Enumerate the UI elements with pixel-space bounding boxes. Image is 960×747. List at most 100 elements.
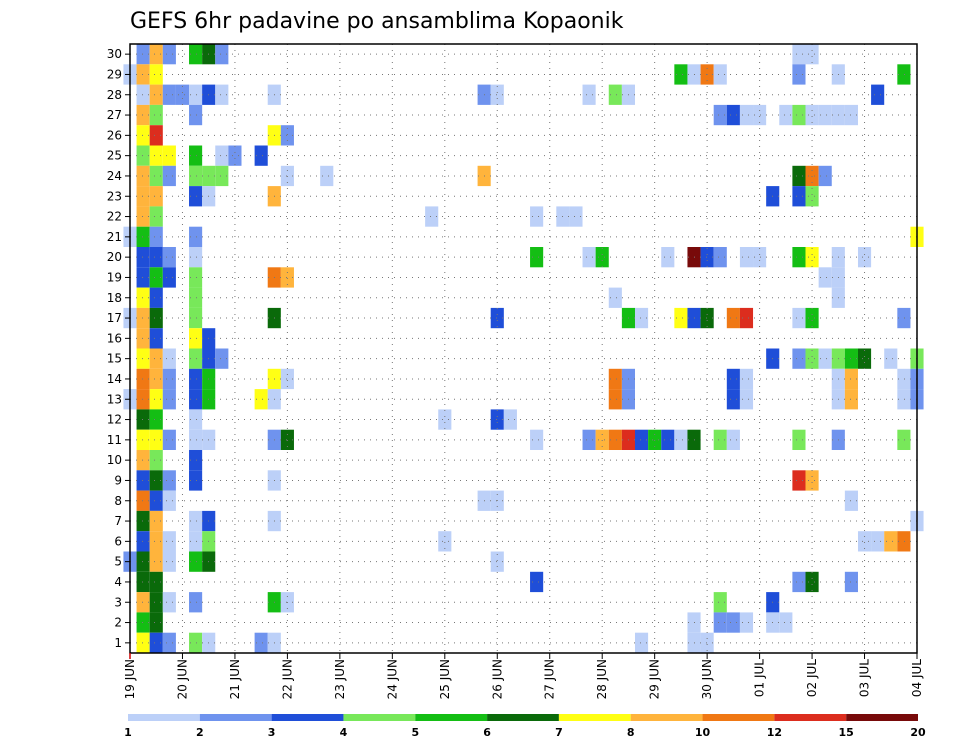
precip-cell — [189, 510, 203, 532]
colorbar-swatch — [271, 714, 344, 721]
precip-cell — [189, 104, 203, 126]
precip-cell — [189, 84, 203, 105]
precip-cell — [634, 429, 649, 450]
heatmap-cells — [123, 44, 924, 653]
precip-cell — [228, 145, 242, 166]
precip-cell — [162, 145, 176, 166]
precip-cell — [149, 531, 163, 552]
y-tick-label: 22 — [107, 210, 122, 224]
precip-cell — [149, 612, 163, 633]
precip-cell — [136, 612, 150, 633]
precip-cell — [149, 145, 163, 166]
y-axis-ticks: 1234567891011121314151617181920212223242… — [107, 47, 130, 650]
precip-cell — [884, 531, 898, 552]
precip-cell — [897, 307, 911, 329]
precip-cell — [175, 84, 190, 105]
precip-cell — [162, 247, 176, 268]
precip-cell — [661, 429, 675, 450]
precip-cell — [189, 287, 203, 308]
precip-cell — [779, 104, 793, 126]
precip-cell — [713, 247, 727, 268]
precip-cell — [805, 571, 819, 593]
y-tick-label: 4 — [114, 575, 122, 589]
precip-cell — [897, 389, 911, 410]
y-tick-label: 3 — [114, 595, 122, 609]
precip-cell — [149, 429, 163, 450]
precip-cell — [149, 84, 163, 105]
precip-cell — [530, 206, 544, 227]
precip-cell — [136, 84, 150, 105]
y-tick-label: 2 — [114, 616, 122, 630]
precip-cell — [792, 429, 806, 450]
precip-cell — [136, 510, 150, 532]
colorbar-label: 15 — [839, 726, 854, 739]
precip-cell — [189, 328, 203, 349]
y-tick-label: 13 — [107, 392, 122, 406]
precip-cell — [149, 348, 163, 369]
x-tick-label: 23 JUN — [333, 659, 347, 699]
precip-cell — [792, 247, 806, 268]
precip-cell — [595, 247, 609, 268]
y-tick-label: 27 — [107, 108, 122, 122]
precip-cell — [739, 389, 754, 410]
precip-cell — [162, 490, 176, 511]
precip-cell — [897, 531, 911, 552]
precip-cell — [805, 44, 819, 65]
precip-cell — [136, 470, 150, 491]
precip-cell — [857, 531, 872, 552]
colorbar-label: 3 — [268, 726, 276, 739]
precip-cell — [792, 44, 806, 65]
precip-cell — [674, 429, 688, 450]
x-tick-label: 01 JUL — [753, 659, 767, 697]
precip-cell — [149, 247, 163, 268]
precip-cell — [530, 247, 544, 268]
precip-cell — [582, 429, 596, 450]
precip-cell — [818, 104, 832, 126]
precip-cell — [149, 328, 163, 349]
precip-cell — [726, 389, 740, 410]
precip-cell — [162, 348, 176, 369]
precip-cell — [149, 165, 163, 187]
y-tick-label: 16 — [107, 331, 122, 345]
precip-cell — [792, 348, 806, 369]
precip-cell — [818, 348, 832, 369]
precip-cell — [674, 307, 688, 329]
colorbar-label: 5 — [411, 726, 419, 739]
precip-cell — [189, 267, 203, 288]
precip-cell — [805, 470, 819, 491]
precip-cell — [530, 429, 544, 450]
precip-cell — [149, 450, 163, 471]
precip-cell — [136, 104, 150, 126]
precip-cell — [280, 165, 294, 187]
precip-cell — [136, 44, 150, 65]
precip-cell — [792, 470, 806, 491]
precip-cell — [438, 409, 452, 430]
x-tick-label: 21 JUN — [228, 659, 242, 699]
precip-cell — [136, 287, 150, 308]
precip-cell — [805, 247, 819, 268]
precip-cell — [503, 409, 517, 430]
colorbar-label: 10 — [695, 726, 711, 739]
precip-cell — [700, 632, 714, 653]
precip-cell — [215, 44, 229, 65]
y-tick-label: 8 — [114, 494, 122, 508]
precip-cell — [136, 328, 150, 349]
x-tick-label: 28 JUN — [595, 659, 609, 699]
precip-cell — [726, 612, 740, 633]
precip-cell — [215, 348, 229, 369]
y-tick-label: 11 — [107, 433, 122, 447]
precip-cell — [162, 592, 176, 613]
precip-cell — [189, 186, 203, 207]
precip-cell — [792, 307, 806, 329]
precip-cell — [713, 64, 727, 85]
precip-cell — [490, 307, 504, 329]
precip-cell — [857, 247, 872, 268]
precip-cell — [189, 348, 203, 369]
precip-cell — [215, 165, 229, 187]
precip-cell — [136, 206, 150, 227]
precip-cell — [582, 84, 596, 105]
colorbar-label: 7 — [555, 726, 563, 739]
precip-cell — [136, 409, 150, 430]
precip-cell — [792, 64, 806, 85]
